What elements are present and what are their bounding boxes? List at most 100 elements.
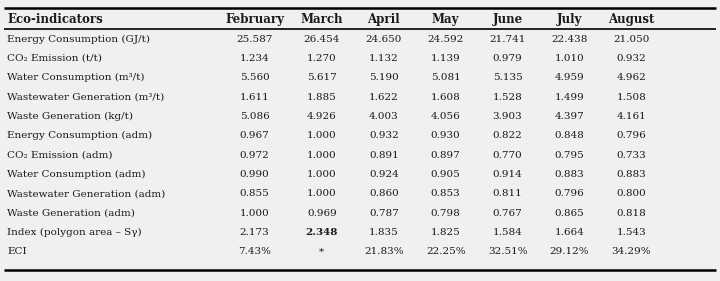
Text: May: May	[432, 13, 459, 26]
Text: 25.587: 25.587	[236, 35, 273, 44]
Text: 0.796: 0.796	[616, 131, 647, 140]
Text: 1.270: 1.270	[307, 54, 337, 63]
Text: 4.003: 4.003	[369, 112, 399, 121]
Text: 4.161: 4.161	[616, 112, 647, 121]
Text: 4.056: 4.056	[431, 112, 461, 121]
Text: Water Consumption (adm): Water Consumption (adm)	[7, 170, 145, 179]
Text: 5.617: 5.617	[307, 73, 337, 82]
Text: 0.967: 0.967	[240, 131, 269, 140]
Text: 0.932: 0.932	[616, 54, 647, 63]
Text: *: *	[319, 248, 325, 257]
Text: 1.000: 1.000	[307, 151, 337, 160]
Text: July: July	[557, 13, 582, 26]
Text: February: February	[225, 13, 284, 26]
Text: June: June	[492, 13, 523, 26]
Text: CO₂ Emission (adm): CO₂ Emission (adm)	[7, 151, 113, 160]
Text: 21.741: 21.741	[490, 35, 526, 44]
Text: 5.086: 5.086	[240, 112, 269, 121]
Text: 0.853: 0.853	[431, 189, 461, 198]
Text: 0.969: 0.969	[307, 209, 337, 218]
Text: 1.885: 1.885	[307, 92, 337, 102]
Text: 1.528: 1.528	[492, 92, 523, 102]
Text: 1.584: 1.584	[492, 228, 523, 237]
Text: 0.932: 0.932	[369, 131, 399, 140]
Text: 0.733: 0.733	[616, 151, 647, 160]
Text: 0.905: 0.905	[431, 170, 461, 179]
Text: 0.865: 0.865	[554, 209, 585, 218]
Text: 22.25%: 22.25%	[426, 248, 466, 257]
Text: 32.51%: 32.51%	[487, 248, 528, 257]
Text: 1.000: 1.000	[307, 170, 337, 179]
Text: 5.081: 5.081	[431, 73, 461, 82]
Text: 4.962: 4.962	[616, 73, 647, 82]
Text: 0.979: 0.979	[492, 54, 523, 63]
Text: 5.560: 5.560	[240, 73, 269, 82]
Text: 2.173: 2.173	[240, 228, 269, 237]
Text: 1.835: 1.835	[369, 228, 399, 237]
Text: 4.926: 4.926	[307, 112, 337, 121]
Text: 1.000: 1.000	[307, 131, 337, 140]
Text: 0.924: 0.924	[369, 170, 399, 179]
Text: 24.592: 24.592	[428, 35, 464, 44]
Text: 0.800: 0.800	[616, 189, 647, 198]
Text: 1.543: 1.543	[616, 228, 647, 237]
Text: 22.438: 22.438	[552, 35, 588, 44]
Text: 1.000: 1.000	[307, 189, 337, 198]
Text: 1.010: 1.010	[554, 54, 585, 63]
Text: CO₂ Emission (t/t): CO₂ Emission (t/t)	[7, 54, 102, 63]
Text: 0.891: 0.891	[369, 151, 399, 160]
Text: 0.914: 0.914	[492, 170, 523, 179]
Text: 0.767: 0.767	[492, 209, 523, 218]
Text: 0.897: 0.897	[431, 151, 461, 160]
Text: Energy Consumption (adm): Energy Consumption (adm)	[7, 131, 153, 140]
Text: 0.930: 0.930	[431, 131, 461, 140]
Text: 26.454: 26.454	[304, 35, 340, 44]
Text: 0.883: 0.883	[616, 170, 647, 179]
Text: 34.29%: 34.29%	[611, 248, 652, 257]
Text: 1.234: 1.234	[240, 54, 269, 63]
Text: 2.348: 2.348	[306, 228, 338, 237]
Text: 0.818: 0.818	[616, 209, 647, 218]
Text: 4.959: 4.959	[554, 73, 585, 82]
Text: 1.611: 1.611	[240, 92, 269, 102]
Text: April: April	[367, 13, 400, 26]
Text: 1.664: 1.664	[554, 228, 585, 237]
Text: 1.622: 1.622	[369, 92, 399, 102]
Text: 0.990: 0.990	[240, 170, 269, 179]
Text: 0.770: 0.770	[492, 151, 523, 160]
Text: ECI: ECI	[7, 248, 27, 257]
Text: 0.822: 0.822	[492, 131, 523, 140]
Text: 0.795: 0.795	[554, 151, 585, 160]
Text: 1.132: 1.132	[369, 54, 399, 63]
Text: 0.811: 0.811	[492, 189, 523, 198]
Text: 1.608: 1.608	[431, 92, 461, 102]
Text: 4.397: 4.397	[554, 112, 585, 121]
Text: 21.050: 21.050	[613, 35, 649, 44]
Text: Wastewater Generation (m³/t): Wastewater Generation (m³/t)	[7, 92, 164, 102]
Text: Wastewater Generation (adm): Wastewater Generation (adm)	[7, 189, 166, 198]
Text: 1.508: 1.508	[616, 92, 647, 102]
Text: 29.12%: 29.12%	[549, 248, 590, 257]
Text: 7.43%: 7.43%	[238, 248, 271, 257]
Text: 0.855: 0.855	[240, 189, 269, 198]
Text: 1.825: 1.825	[431, 228, 461, 237]
Text: March: March	[300, 13, 343, 26]
Text: 0.796: 0.796	[554, 189, 585, 198]
Text: 0.860: 0.860	[369, 189, 399, 198]
Text: 0.883: 0.883	[554, 170, 585, 179]
Text: 0.972: 0.972	[240, 151, 269, 160]
Text: 21.83%: 21.83%	[364, 248, 404, 257]
Text: Index (polygon area – Sγ): Index (polygon area – Sγ)	[7, 228, 142, 237]
Text: 5.135: 5.135	[492, 73, 523, 82]
Text: 0.798: 0.798	[431, 209, 461, 218]
Text: 0.787: 0.787	[369, 209, 399, 218]
Text: Water Consumption (m³/t): Water Consumption (m³/t)	[7, 73, 145, 82]
Text: 1.000: 1.000	[240, 209, 269, 218]
Text: 0.848: 0.848	[554, 131, 585, 140]
Text: 1.139: 1.139	[431, 54, 461, 63]
Text: 1.499: 1.499	[554, 92, 585, 102]
Text: 3.903: 3.903	[492, 112, 523, 121]
Text: Waste Generation (kg/t): Waste Generation (kg/t)	[7, 112, 133, 121]
Text: 5.190: 5.190	[369, 73, 399, 82]
Text: Eco-indicators: Eco-indicators	[7, 13, 103, 26]
